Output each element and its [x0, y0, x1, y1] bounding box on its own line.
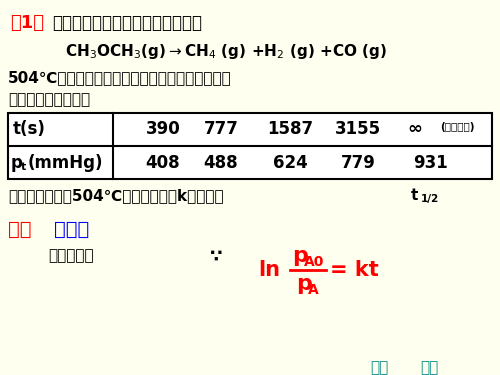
Text: A0: A0 — [304, 255, 324, 269]
Text: p: p — [296, 274, 312, 294]
Text: (mmHg): (mmHg) — [28, 153, 104, 171]
Text: 二甲醚的气相分解反应是一级反应: 二甲醚的气相分解反应是一级反应 — [52, 14, 202, 32]
Text: t: t — [411, 188, 418, 203]
Text: A: A — [308, 283, 319, 297]
Text: ∵: ∵ — [210, 248, 222, 266]
Text: 例1：: 例1： — [10, 14, 44, 32]
Text: 504℃时把二甲醚充入真空反应球内，测量球内压: 504℃时把二甲醚充入真空反应球内，测量球内压 — [8, 70, 232, 85]
Text: ln: ln — [258, 260, 280, 280]
FancyBboxPatch shape — [8, 113, 492, 179]
Text: p: p — [11, 153, 23, 171]
Text: (完全分解): (完全分解) — [440, 122, 474, 132]
Text: 777: 777 — [204, 120, 238, 138]
Text: 力的变化数据如下：: 力的变化数据如下： — [8, 92, 90, 107]
Text: 1/2: 1/2 — [421, 194, 440, 204]
Text: 390: 390 — [146, 120, 180, 138]
Text: 3155: 3155 — [335, 120, 381, 138]
Text: t: t — [21, 162, 26, 171]
Text: 488: 488 — [204, 153, 238, 171]
Text: t(s): t(s) — [13, 120, 46, 138]
Text: 931: 931 — [412, 153, 448, 171]
Text: 试计算该反应在504℃时的速率常数k及半衰期: 试计算该反应在504℃时的速率常数k及半衰期 — [8, 188, 224, 203]
Text: 方法一: 方法一 — [54, 220, 89, 239]
Text: 一级反应：: 一级反应： — [48, 248, 94, 263]
Text: CH$_3$OCH$_3$(g)$\rightarrow$CH$_4$ (g) +H$_2$ (g) +CO (g): CH$_3$OCH$_3$(g)$\rightarrow$CH$_4$ (g) … — [65, 42, 387, 61]
Text: ∞: ∞ — [408, 120, 422, 138]
Text: 779: 779 — [340, 153, 376, 171]
Text: p: p — [292, 246, 308, 266]
Text: 624: 624 — [272, 153, 308, 171]
Text: 上页: 上页 — [370, 360, 388, 375]
Text: 下页: 下页 — [420, 360, 438, 375]
Text: 1587: 1587 — [267, 120, 313, 138]
Text: 408: 408 — [146, 153, 180, 171]
Text: 解：: 解： — [8, 220, 32, 239]
Text: = kt: = kt — [330, 260, 379, 280]
